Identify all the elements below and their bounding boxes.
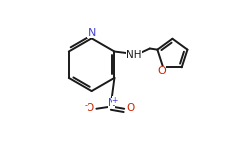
Text: O: O	[156, 66, 165, 76]
Text: -: -	[85, 101, 88, 110]
Text: O: O	[126, 104, 134, 113]
Text: O: O	[85, 104, 93, 113]
Text: NH: NH	[126, 50, 141, 60]
Text: N: N	[107, 98, 115, 108]
Text: N: N	[87, 28, 96, 38]
Text: +: +	[111, 96, 117, 105]
